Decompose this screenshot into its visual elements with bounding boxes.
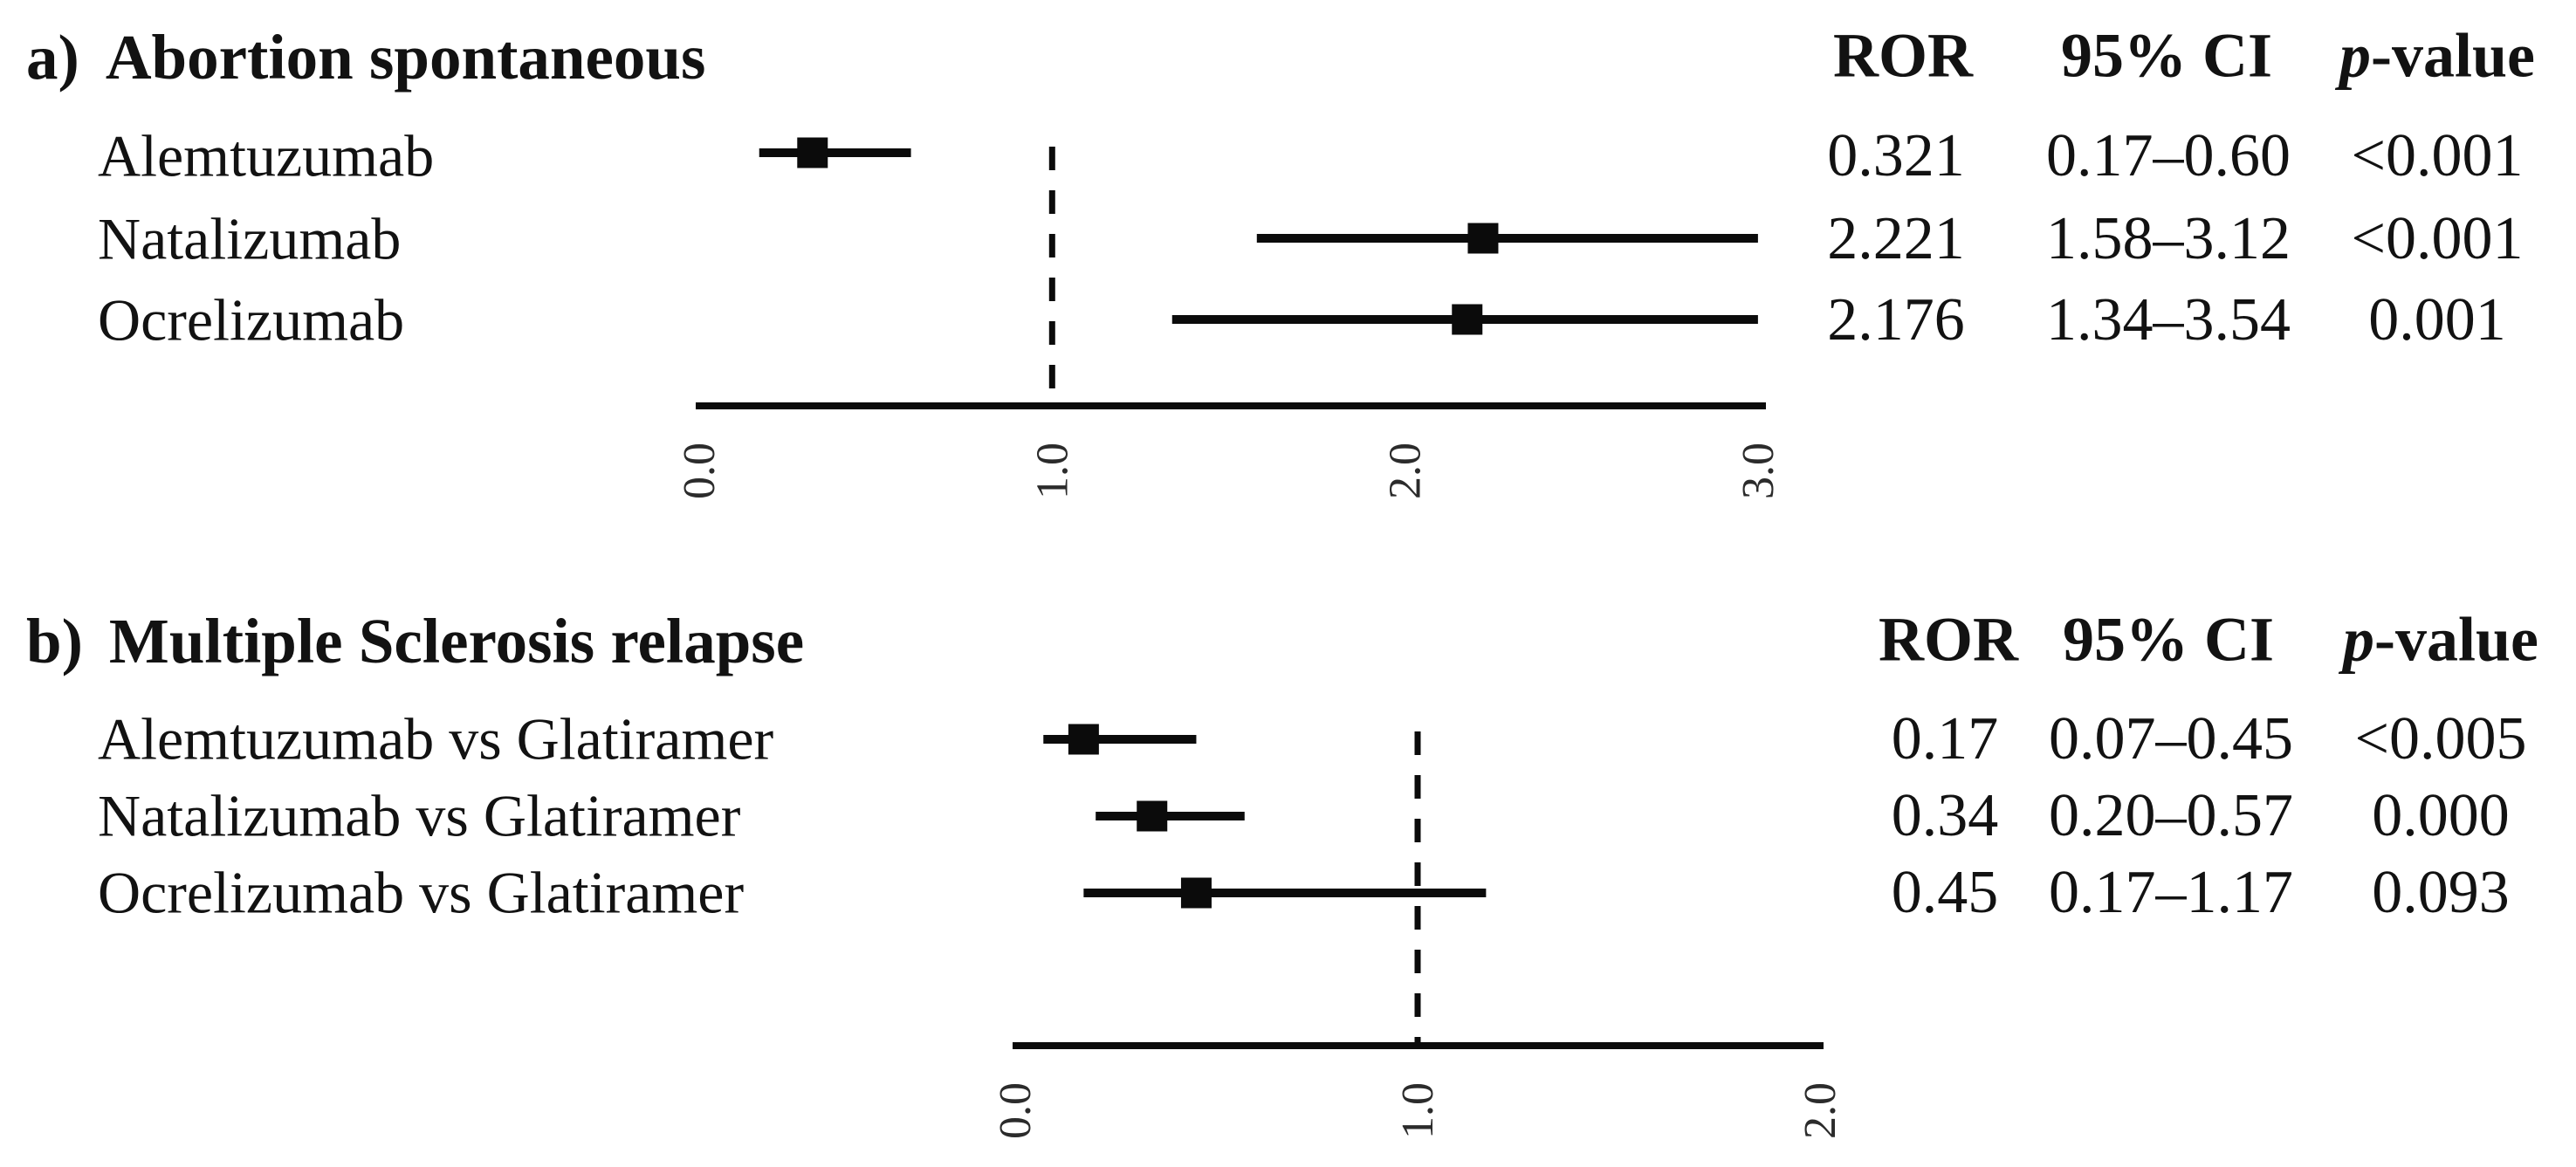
x-tick-label-a: 2.0 [1381,443,1431,499]
panel-a-letter: a) [26,22,79,93]
ror-value: 2.176 [1827,286,1965,354]
ci-value: 0.17–0.60 [2046,122,2291,189]
row-label: Natalizumab [98,205,402,272]
ror-value: 0.34 [1891,782,1999,849]
column-header-pvalue: p-value [2339,20,2535,91]
x-tick-label-b: 0.0 [991,1082,1041,1139]
column-header-ror: ROR [1879,604,2018,675]
ci-value: 0.07–0.45 [2049,705,2293,772]
forest-marker-b-2 [1180,877,1212,909]
row-label: Ocrelizumab vs Glatiramer [98,859,745,926]
ror-value: 0.45 [1891,859,1999,926]
p-value: 0.093 [2372,859,2510,926]
row-label: Alemtuzumab vs Glatiramer [98,705,774,772]
x-tick-label-b: 2.0 [1796,1082,1845,1139]
p-value: 0.000 [2372,782,2510,849]
ci-value: 1.58–3.12 [2046,205,2291,272]
x-tick-label-b: 1.0 [1393,1082,1443,1139]
panel-b-title-text: Multiple Sclerosis relapse [108,606,805,676]
panel-a-title-text: Abortion spontaneous [105,22,706,93]
forest-marker-a-1 [1467,223,1499,254]
x-tick-label-a: 1.0 [1027,443,1077,499]
x-tick-label-a: 0.0 [675,443,725,499]
p-value: <0.001 [2351,122,2524,189]
x-tick-label-a: 3.0 [1734,443,1783,499]
p-value: <0.001 [2351,205,2524,272]
forest-marker-a-2 [1452,304,1483,335]
column-header-ci: 95% CI [2060,20,2273,91]
ci-value: 0.17–1.17 [2049,859,2293,926]
column-header-pvalue: p-value [2343,604,2538,675]
ror-value: 2.221 [1827,205,1965,272]
panel-b-letter: b) [26,606,83,676]
forest-marker-b-1 [1137,800,1168,832]
row-label: Alemtuzumab [98,122,435,189]
column-header-ror: ROR [1833,20,1973,91]
column-header-ci: 95% CI [2062,604,2275,675]
panel-a-title: a) Abortion spontaneous [26,21,705,94]
p-value: <0.005 [2354,705,2527,772]
row-label: Ocrelizumab [98,286,405,354]
panel-b-title: b) Multiple Sclerosis relapse [26,605,804,678]
ror-value: 0.17 [1891,705,1999,772]
ci-value: 0.20–0.57 [2049,782,2293,849]
ror-value: 0.321 [1827,122,1965,189]
p-value: 0.001 [2368,286,2506,354]
forest-marker-a-0 [797,137,828,168]
row-label: Natalizumab vs Glatiramer [98,782,741,849]
forest-marker-b-0 [1068,724,1099,755]
ci-value: 1.34–3.54 [2046,286,2291,354]
